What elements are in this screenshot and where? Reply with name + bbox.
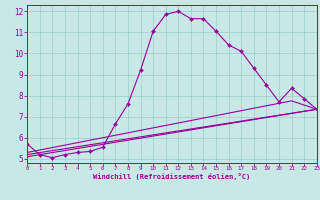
X-axis label: Windchill (Refroidissement éolien,°C): Windchill (Refroidissement éolien,°C): [93, 173, 251, 180]
